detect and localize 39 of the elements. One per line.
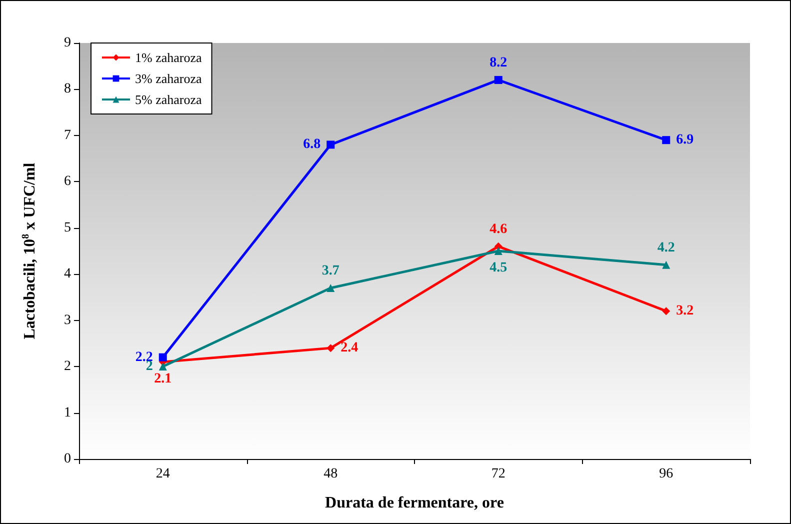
y-tick-label: 3 (64, 312, 71, 328)
legend-label: 3% zaharoza (135, 71, 202, 86)
y-tick-label: 9 (64, 36, 71, 50)
data-label: 4.2 (657, 240, 675, 256)
point (326, 284, 335, 292)
x-tick-label: 48 (324, 466, 338, 482)
y-tick-label: 8 (64, 82, 71, 97)
y-axis-title: Lactobacili, 108 x UFC/ml (20, 162, 38, 340)
y-tick-label: 4 (64, 266, 71, 282)
legend-label: 5% zaharoza (135, 92, 202, 107)
data-label: 4.6 (490, 222, 508, 237)
y-tick-label: 5 (64, 220, 71, 236)
y-tick-label: 6 (64, 174, 71, 190)
data-label: 3.2 (676, 304, 694, 319)
point (158, 362, 167, 371)
point (662, 260, 670, 269)
data-label: 6.9 (676, 132, 694, 148)
y-tick-label: 0 (64, 452, 71, 466)
x-tick-label: 24 (156, 466, 170, 482)
data-label: 6.8 (303, 137, 321, 152)
data-label: 2.4 (340, 340, 358, 356)
data-label: 2.1 (154, 371, 172, 386)
data-label: 4.5 (490, 260, 508, 276)
data-label: 8.2 (490, 55, 508, 70)
y-tick-label: 7 (64, 128, 71, 143)
point (494, 76, 502, 84)
x-axis-title: Durata de fermentare, ore (325, 494, 504, 512)
point (326, 140, 335, 149)
point (158, 353, 167, 362)
x-tick-label: 72 (491, 466, 506, 482)
y-tick-label: 1 (64, 405, 71, 420)
point (662, 307, 670, 316)
point (662, 136, 670, 144)
data-label: 3.7 (322, 263, 340, 278)
legend-label: 1% zaharoza (135, 50, 202, 65)
x-tick-label: 96 (659, 466, 674, 482)
point (326, 344, 335, 352)
y-tick-label: 2 (64, 359, 71, 374)
point (494, 247, 502, 255)
